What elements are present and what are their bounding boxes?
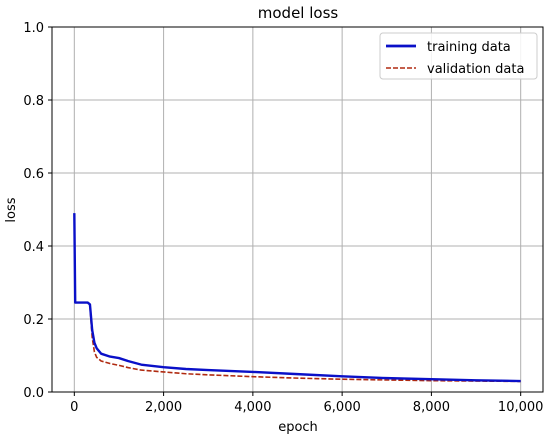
legend-box	[379, 32, 538, 80]
y-tick-label-4: 0.8	[23, 94, 44, 109]
y-axis: 0.0 0.2 0.4 0.6 0.8 1.0	[23, 21, 52, 401]
series-layer	[73, 213, 521, 383]
chart-title: model loss	[258, 4, 339, 22]
y-axis-label: loss	[4, 197, 19, 222]
plot-frame	[51, 26, 544, 393]
y-tick-label-0: 0.0	[23, 386, 44, 401]
x-tick-label-4: 8,000	[413, 400, 450, 415]
legend-label-0: training data	[427, 40, 511, 55]
y-tick-label-5: 1.0	[23, 21, 44, 36]
legend-label-1: validation data	[427, 62, 524, 77]
y-tick-label-1: 0.2	[23, 313, 44, 328]
grid	[52, 26, 543, 393]
x-tick-label-3: 6,000	[324, 400, 361, 415]
x-axis: 0 2,000 4,000 6,000 8,000 10,000	[70, 392, 543, 415]
legend: training data validation data	[379, 32, 538, 80]
x-tick-label-5: 10,000	[498, 400, 544, 415]
x-tick-label-2: 4,000	[234, 400, 271, 415]
series-line-validation-data	[73, 220, 521, 383]
y-tick-label-2: 0.4	[23, 240, 44, 255]
x-tick-label-0: 0	[70, 400, 78, 415]
x-tick-label-1: 2,000	[145, 400, 182, 415]
series-line-training-data	[73, 213, 521, 383]
x-axis-label: epoch	[278, 420, 318, 435]
y-tick-label-3: 0.6	[23, 167, 44, 182]
